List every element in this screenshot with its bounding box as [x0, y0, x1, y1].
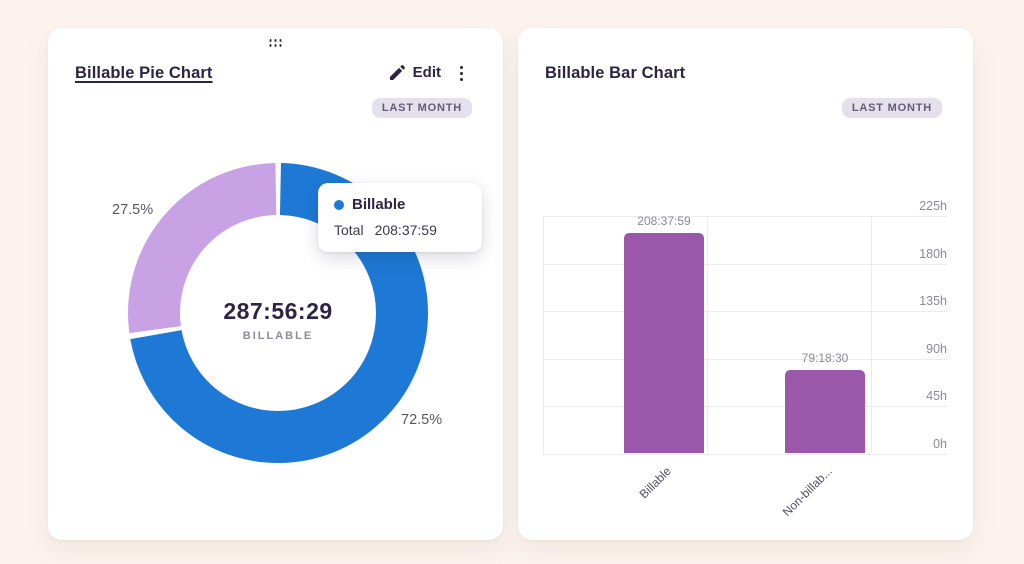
y-tick-label: 0h — [933, 436, 947, 451]
y-tick-label: 45h — [926, 389, 947, 403]
period-badge: LAST MONTH — [841, 98, 942, 118]
y-tick-label: 90h — [926, 341, 947, 356]
chart-tooltip: Billable Total 208:37:59 — [318, 183, 482, 252]
gridline — [543, 453, 947, 455]
y-tick-label: 225h — [919, 199, 947, 213]
edit-button[interactable]: Edit — [389, 64, 441, 81]
pie-chart-widget: Billable Pie Chart Edit LAST MONTH 287:5… — [48, 28, 503, 540]
gridline — [543, 216, 947, 217]
slice-percent-nonbillable: 27.5% — [112, 202, 154, 218]
bar-value-label: 208:37:59 — [637, 214, 691, 229]
vertical-gridline — [543, 216, 544, 454]
edit-button-label: Edit — [412, 64, 441, 81]
gridline — [543, 406, 947, 407]
pie-slice-non-billable[interactable] — [128, 163, 428, 463]
y-tick-label: 180h — [919, 246, 947, 261]
donut-chart — [128, 163, 428, 463]
pie-slice-billable[interactable] — [128, 163, 428, 463]
period-badge: LAST MONTH — [371, 98, 472, 118]
series-color-dot-icon — [334, 199, 344, 210]
category-label: Non-billab... — [779, 463, 835, 519]
tooltip-row-value: 208:37:59 — [374, 222, 437, 238]
total-duration-label: BILLABLE — [242, 330, 314, 342]
kebab-menu-icon[interactable] — [454, 63, 469, 84]
drag-handle-icon[interactable] — [269, 39, 282, 47]
bar-widget-title[interactable]: Billable Bar Chart — [545, 64, 686, 82]
bar-chart-plot-area: 225h 180h 135h 90h 45h 0h 208:37:59 Billable 79:… — [543, 199, 947, 519]
gridline — [543, 311, 947, 312]
bar-chart-widget: Billable Bar Chart LAST MONTH 225h 180h 13… — [518, 28, 973, 540]
bar-non-billab-[interactable] — [785, 369, 865, 454]
slice-percent-billable: 72.5% — [401, 412, 443, 428]
tooltip-series-name: Billable — [352, 196, 406, 213]
bar-value-label: 79:18:30 — [801, 350, 849, 365]
pie-widget-title[interactable]: Billable Pie Chart — [75, 64, 213, 82]
category-label: Billable — [636, 463, 674, 501]
gridline — [543, 263, 947, 265]
vertical-gridline — [871, 216, 872, 454]
bar-billable[interactable] — [624, 233, 704, 454]
tooltip-row-label: Total — [334, 222, 364, 238]
donut-center-total: 287:56:29 BILLABLE — [178, 298, 378, 342]
total-duration-value: 287:56:29 — [223, 298, 333, 324]
vertical-gridline — [707, 216, 708, 454]
gridline — [543, 358, 947, 360]
pencil-icon — [389, 65, 405, 80]
y-tick-label: 135h — [919, 294, 947, 308]
